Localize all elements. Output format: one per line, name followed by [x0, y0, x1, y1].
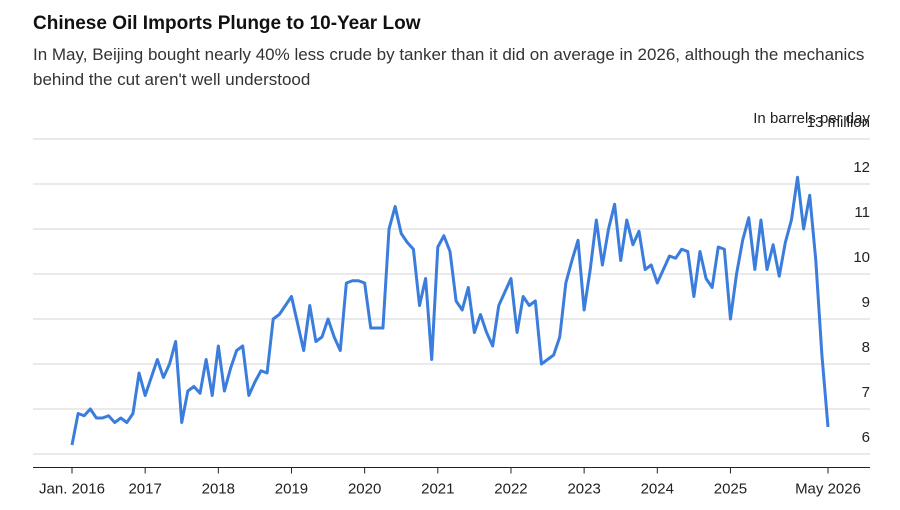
- x-tick-label: May 2026: [795, 480, 861, 497]
- x-tick-label: 2024: [641, 480, 674, 497]
- y-tick-label: 9: [862, 294, 870, 311]
- chart-subtitle: In May, Beijing bought nearly 40% less c…: [33, 45, 865, 89]
- x-tick-label: 2025: [714, 480, 747, 497]
- x-tick-label: 2019: [275, 480, 308, 497]
- x-tick-label: 2018: [202, 480, 235, 497]
- data-line: [70, 175, 830, 446]
- x-tick-label: 2020: [348, 480, 381, 497]
- y-tick-label: 12: [853, 159, 870, 176]
- y-tick-label: 8: [862, 339, 870, 356]
- x-tick-label: Jan. 2016: [39, 480, 105, 497]
- y-tick-label: 13 million: [807, 114, 870, 131]
- y-tick-label: 6: [862, 429, 870, 446]
- x-tick-label: 2021: [421, 480, 454, 497]
- y-axis-label: In barrels per day: [753, 110, 870, 127]
- y-tick-label: 7: [862, 384, 870, 401]
- x-tick-label: 2022: [494, 480, 527, 497]
- y-tick-label: 10: [853, 249, 870, 266]
- x-tick-label: 2023: [567, 480, 600, 497]
- chart-title: Chinese Oil Imports Plunge to 10-Year Lo…: [33, 13, 421, 34]
- y-tick-label: 11: [854, 204, 870, 221]
- x-tick-label: 2017: [128, 480, 161, 497]
- subtitle-box: In May, Beijing bought nearly 40% less c…: [33, 45, 865, 89]
